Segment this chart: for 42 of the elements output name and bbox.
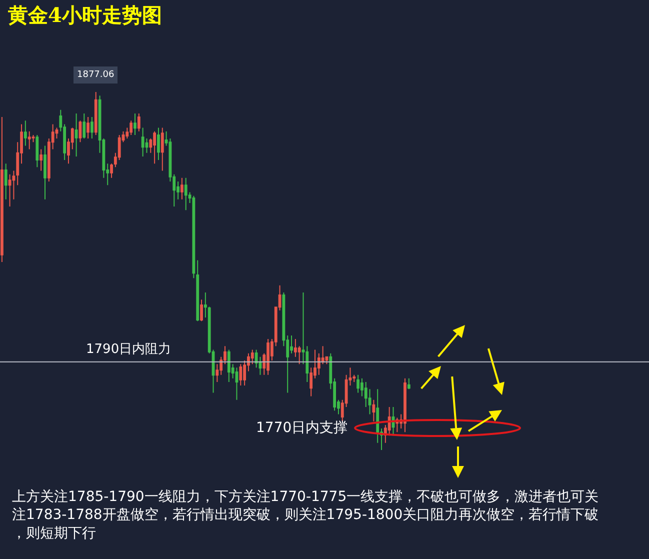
candlestick: [184, 177, 188, 211]
candlestick: [192, 195, 196, 279]
candlestick: [40, 148, 43, 172]
candlestick: [356, 374, 360, 394]
candlestick: [392, 406, 395, 436]
candlestick: [407, 378, 410, 390]
candlestick: [239, 364, 242, 386]
candlestick: [137, 112, 140, 132]
candlestick: [200, 299, 203, 322]
candlestick: [157, 127, 160, 161]
candlestick: [196, 260, 200, 322]
ref-line-label: 1790日内阻力: [86, 342, 172, 357]
candlestick: [78, 120, 82, 143]
candlestick: [90, 116, 94, 140]
candlestick: [235, 367, 238, 400]
candlestick: [141, 127, 144, 157]
candlestick: [82, 112, 86, 140]
candlestick: [36, 134, 39, 168]
candlestick: [160, 127, 164, 172]
annotation: 1770日内支撑: [256, 420, 348, 436]
candlestick: [8, 174, 12, 208]
candlestick: [180, 177, 184, 200]
candlestick: [404, 378, 406, 433]
candlestick: [28, 130, 31, 150]
candlestick: [134, 112, 136, 136]
candlestick: [74, 112, 78, 157]
candlestick: [86, 116, 90, 140]
candlestick: [0, 116, 4, 263]
candlestick: [4, 163, 8, 200]
candlestick: [227, 349, 230, 382]
candlestick: [130, 120, 133, 136]
candlestick: [44, 145, 46, 200]
text: 上方关注1785-1790一线阻力，下方关注1770-1775一线支撑，不破也可做多，激进者也可关注1783-1788开盘做空，若行情出现突破，则关注1795-1800关口阻力再次做空，若行情下破，则短期下行: [12, 489, 599, 542]
candlestick: [204, 292, 207, 318]
candlestick: [94, 92, 98, 136]
annotation: 1877.06: [77, 70, 114, 80]
candlestick: [153, 130, 156, 164]
candlestick: [266, 338, 270, 376]
candlestick: [110, 163, 113, 178]
candlestick: [372, 399, 376, 422]
chart-title: 黄金4小时走势图: [7, 3, 162, 27]
candlestick: [24, 120, 27, 146]
